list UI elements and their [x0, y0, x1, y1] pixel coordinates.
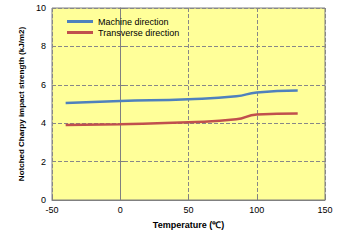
svg-text:0: 0 — [118, 205, 123, 215]
svg-text:10: 10 — [36, 3, 46, 13]
svg-text:Transverse direction: Transverse direction — [98, 28, 179, 38]
svg-text:Notched Charpy impact strength: Notched Charpy impact strength (kJ/m2) — [17, 27, 26, 182]
svg-text:0: 0 — [41, 195, 46, 205]
svg-text:8: 8 — [41, 41, 46, 51]
svg-text:4: 4 — [41, 118, 46, 128]
svg-text:6: 6 — [41, 80, 46, 90]
svg-text:2: 2 — [41, 157, 46, 167]
svg-text:50: 50 — [183, 205, 193, 215]
svg-text:100: 100 — [249, 205, 264, 215]
svg-text:Temperature (℃): Temperature (℃) — [153, 220, 224, 230]
svg-text:Machine direction: Machine direction — [98, 17, 169, 27]
svg-text:-50: -50 — [45, 205, 58, 215]
svg-text:150: 150 — [317, 205, 332, 215]
